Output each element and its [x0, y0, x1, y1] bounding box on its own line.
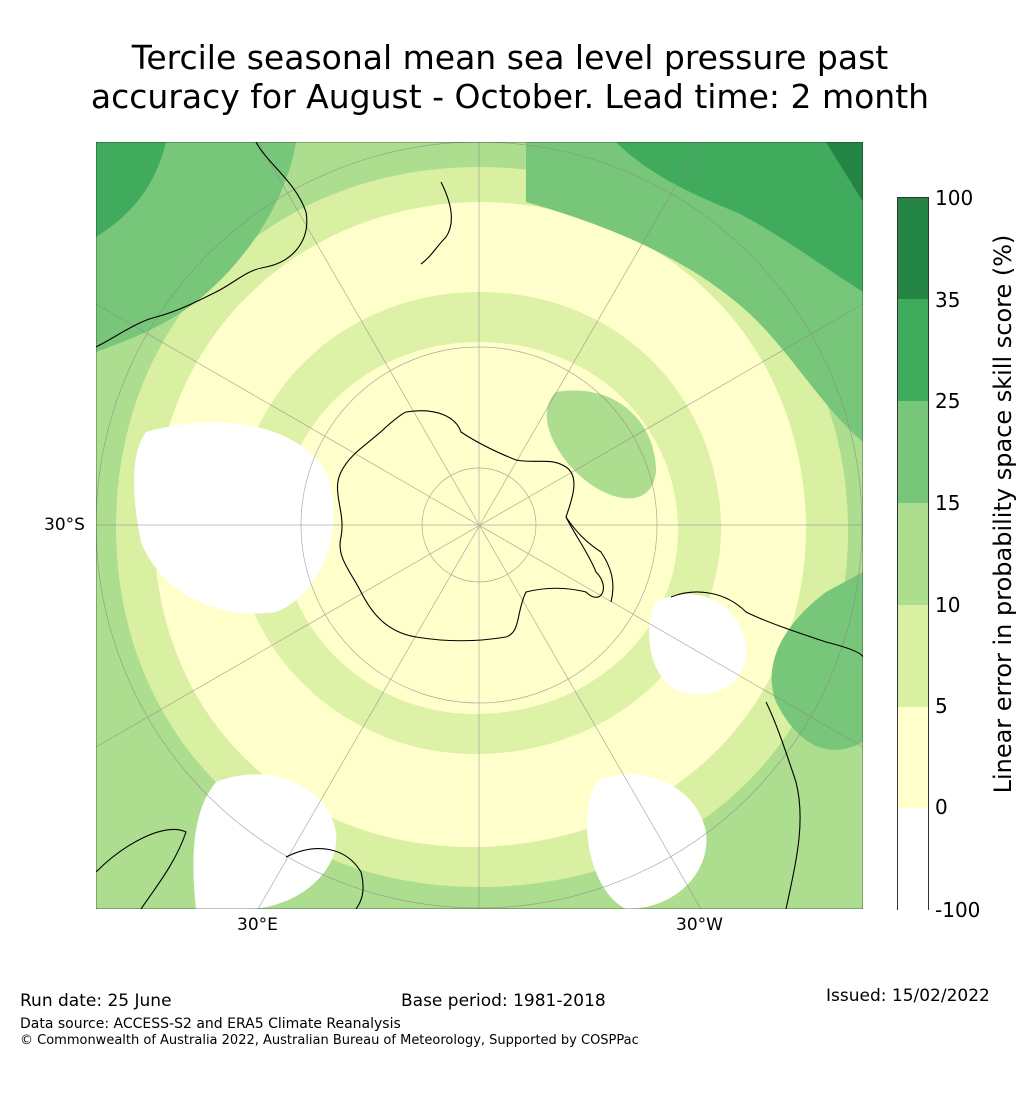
colorbar-label-100: 100 [935, 186, 974, 210]
tick-label-30w: 30°W [676, 915, 723, 935]
map-svg [95, 141, 864, 910]
skill-zone-15-central [546, 390, 656, 499]
negative-skill-east [649, 594, 747, 695]
skill-score-map [95, 141, 864, 910]
title-line-2: accuracy for August - October. Lead time… [90, 77, 930, 116]
colorbar-band-neg100-0 [898, 808, 928, 911]
colorbar-title: Linear error in probability space skill … [989, 234, 1017, 794]
antarctic-peninsula [565, 516, 614, 603]
base-period: Base period: 1981-2018 [401, 991, 606, 1011]
colorbar-band-0-5 [898, 707, 928, 808]
colorbar-band-5-10 [898, 605, 928, 707]
antarctica-coast [336, 410, 604, 642]
colorbar-band-10-15 [898, 503, 928, 605]
colorbar-label-15: 15 [935, 491, 961, 515]
coastlines [96, 142, 863, 909]
skill-zone-top-ne [826, 142, 863, 202]
colorbar-label-25: 25 [935, 389, 961, 413]
colorbar-label-neg100: -100 [935, 898, 981, 922]
copyright: © Commonwealth of Australia 2022, Austra… [20, 1033, 639, 1048]
tick-label-30s: 30°S [44, 515, 85, 535]
colorbar-label-0: 0 [935, 795, 948, 819]
issued-date: Issued: 15/02/2022 [826, 986, 990, 1006]
south-america-coast [670, 591, 863, 909]
colorbar-band-25-35 [898, 299, 928, 401]
negative-skill-se [587, 774, 707, 909]
skill-zone-35-plus-ne [616, 142, 863, 292]
tick-label-30e: 30°E [237, 915, 278, 935]
chart-title: Tercile seasonal mean sea level pressure… [0, 38, 1020, 116]
colorbar [897, 197, 929, 911]
run-date: Run date: 25 June [20, 991, 172, 1011]
title-line-1: Tercile seasonal mean sea level pressure… [131, 38, 889, 77]
data-source: Data source: ACCESS-S2 and ERA5 Climate … [20, 1016, 401, 1032]
colorbar-band-35-100 [898, 198, 928, 299]
africa-coast [96, 828, 364, 909]
new-zealand-coast [420, 181, 452, 265]
colorbar-band-15-25 [898, 401, 928, 503]
skill-zone-15-25-east [771, 572, 863, 750]
skill-zone-25-35-nw [96, 142, 296, 352]
colorbar-label-10: 10 [935, 593, 961, 617]
graticule [96, 142, 863, 909]
skill-zone-35-nw [96, 142, 166, 237]
colorbar-label-5: 5 [935, 694, 948, 718]
negative-skill-west [134, 422, 334, 614]
australia-coast [96, 142, 308, 348]
colorbar-label-35: 35 [935, 288, 961, 312]
negative-skill-south [193, 774, 337, 909]
